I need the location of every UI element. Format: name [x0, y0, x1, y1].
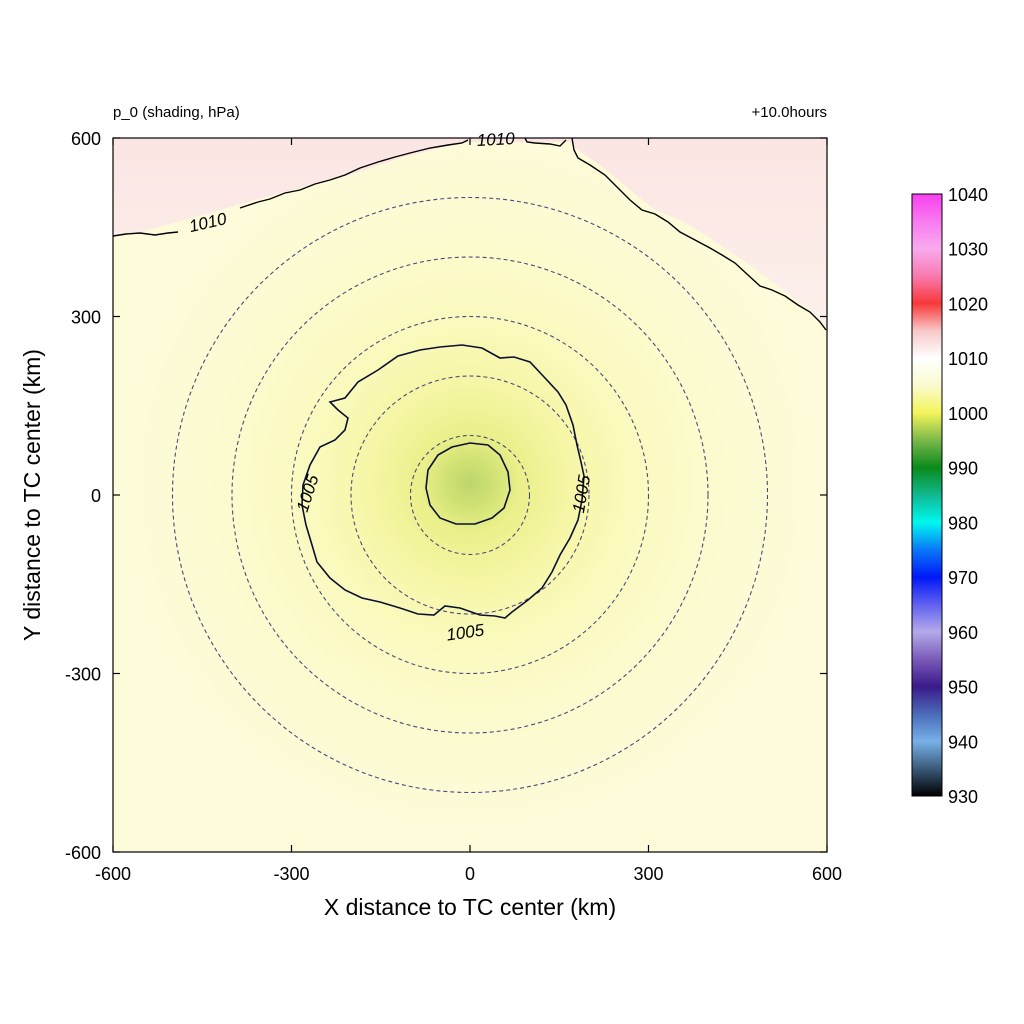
contour-1000: [425, 442, 511, 525]
contour-1010-right: [524, 138, 827, 331]
contour-1010-left: [113, 139, 469, 237]
x-tick-label: 300: [633, 864, 663, 884]
colorbar-tick-label: 1000: [948, 404, 988, 424]
colorbar-tick-label: 960: [948, 623, 978, 643]
high-pressure-region: [113, 138, 827, 328]
colorbar-tick-label: 930: [948, 787, 978, 807]
x-tick-label: 600: [812, 864, 842, 884]
y-tick-label: -300: [65, 665, 101, 685]
colorbar-tick-label: 1040: [948, 185, 988, 205]
x-tick-label: 0: [465, 864, 475, 884]
colorbar-ticks: 1040 1030 1020 1010 1000 990 980 970 960 950 940 93…: [948, 185, 988, 807]
range-ring: [409, 434, 531, 556]
plot-area: [113, 138, 827, 852]
x-tick-label: -600: [95, 864, 131, 884]
colorbar-tick-label: 1030: [948, 240, 988, 260]
colorbar-tick-label: 1010: [948, 349, 988, 369]
colorbar-tick-label: 970: [948, 568, 978, 588]
colorbar: [911, 193, 943, 797]
x-axis: -600 -300 0 300 600: [95, 138, 842, 884]
time-label: +10.0hours: [752, 104, 827, 121]
range-ring: [231, 256, 709, 734]
y-tick-label: 0: [91, 486, 101, 506]
y-tick-label: 600: [71, 129, 101, 149]
y-tick-label: -600: [65, 843, 101, 863]
contour-label-1010-top: 1010: [476, 129, 515, 150]
pressure-field: [113, 138, 827, 852]
colorbar-tick-label: 990: [948, 459, 978, 479]
y-axis-title: Y distance to TC center (km): [19, 349, 45, 641]
range-ring: [290, 315, 650, 675]
chart-title: p_0 (shading, hPa): [113, 104, 240, 121]
y-axis: -600 -300 0 300 600: [65, 129, 827, 863]
colorbar-tick-label: 940: [948, 732, 978, 752]
colorbar-tick-label: 980: [948, 513, 978, 533]
contour-1005: [301, 344, 585, 619]
range-ring: [350, 375, 590, 615]
colorbar-tick-label: 950: [948, 678, 978, 698]
range-ring: [171, 196, 769, 794]
x-tick-label: -300: [273, 864, 309, 884]
range-rings: [171, 196, 769, 794]
x-axis-title: X distance to TC center (km): [324, 894, 616, 920]
colorbar-tick-label: 1020: [948, 294, 988, 314]
y-tick-label: 300: [71, 308, 101, 328]
